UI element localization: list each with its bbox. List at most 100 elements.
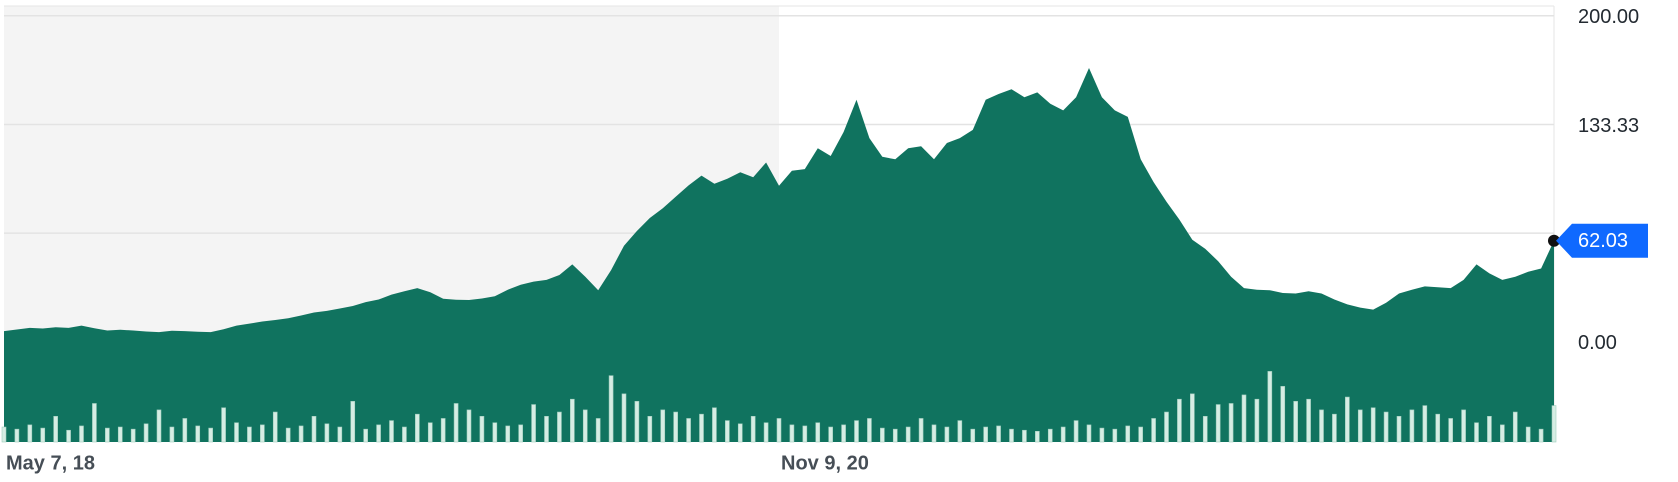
volume-bar: [1138, 426, 1143, 443]
volume-bar: [582, 409, 588, 443]
volume-bar: [169, 426, 175, 443]
volume-bar: [1474, 422, 1479, 443]
volume-bar: [156, 409, 162, 443]
volume-bar: [440, 418, 446, 443]
volume-bar: [1215, 404, 1221, 443]
volume-bar: [415, 413, 420, 443]
volume-bar: [880, 427, 885, 443]
volume-bar: [557, 411, 562, 443]
volume-bar: [1383, 411, 1389, 443]
volume-bar: [1112, 428, 1118, 443]
volume-bar: [1422, 405, 1428, 443]
volume-bar: [1073, 420, 1079, 443]
volume-bar: [285, 427, 291, 443]
volume-bar: [841, 424, 846, 443]
volume-bar: [789, 424, 795, 443]
volume-bar: [1525, 426, 1531, 443]
volume-bar: [1370, 407, 1376, 443]
volume-bar: [182, 418, 188, 443]
volume-bar: [750, 416, 756, 443]
volume-bar: [1164, 411, 1169, 443]
volume-bar: [40, 427, 46, 443]
volume-bar: [544, 416, 549, 443]
last-price-label: 62.03: [1578, 230, 1628, 252]
plot: [1, 68, 1560, 443]
volume-bar: [1512, 411, 1518, 443]
volume-bar: [1267, 371, 1273, 443]
volume-bar: [1280, 386, 1286, 443]
volume-bar: [647, 416, 653, 443]
volume-bar: [298, 425, 304, 443]
volume-bar: [1254, 398, 1260, 443]
volume-bar: [1319, 409, 1324, 443]
volume-bar: [1538, 428, 1544, 443]
volume-bar: [686, 418, 691, 443]
volume-bar: [725, 420, 730, 443]
volume-bar: [918, 418, 924, 443]
volume-bar: [1241, 394, 1247, 443]
volume-bar: [479, 416, 485, 443]
x-tick-label: Nov 9, 20: [781, 452, 869, 474]
volume-bar: [608, 375, 614, 443]
volume-bar: [1, 426, 7, 443]
volume-bar: [505, 425, 511, 443]
volume-bar: [1345, 396, 1350, 443]
volume-bar: [27, 424, 33, 443]
volume-bar: [1332, 413, 1337, 443]
volume-bar: [892, 428, 898, 443]
volume-bar: [660, 409, 666, 443]
volume-bar: [531, 404, 536, 443]
volume-bar: [699, 413, 704, 443]
volume-bar: [350, 401, 356, 443]
volume-bar: [931, 424, 937, 443]
volume-bar: [1035, 430, 1040, 443]
volume-bar: [595, 418, 601, 443]
volume-bar: [854, 420, 859, 443]
volume-bar: [208, 427, 213, 443]
last-price-dot: [1548, 234, 1560, 247]
volume-bar: [634, 401, 640, 443]
volume-bar: [776, 418, 782, 443]
volume-bar: [1086, 424, 1092, 443]
volume-bar: [1022, 429, 1027, 443]
volume-bar: [1448, 418, 1453, 443]
volume-bar: [621, 393, 627, 443]
volume-bar: [1047, 428, 1053, 443]
volume-bar: [363, 428, 368, 443]
volume-bar: [1487, 416, 1492, 443]
volume-bar: [1306, 398, 1311, 443]
volume-bar: [1060, 426, 1066, 443]
volume-bar: [828, 426, 833, 443]
volume-bar: [518, 424, 523, 443]
volume-bar: [1151, 418, 1156, 443]
volume-bar: [970, 428, 976, 443]
volume-bar: [1177, 398, 1182, 443]
volume-bar: [234, 422, 239, 443]
volume-bar: [466, 409, 472, 443]
volume-bar: [815, 422, 821, 443]
volume-bar: [389, 420, 394, 443]
volume-bar: [1357, 409, 1363, 443]
volume-bar: [1202, 416, 1208, 443]
volume-bar: [570, 398, 575, 443]
volume-bar: [1125, 425, 1131, 443]
volume-bar: [143, 423, 149, 443]
volume-bar: [712, 407, 717, 443]
volume-bar: [1500, 424, 1505, 443]
volume-bar: [195, 425, 201, 443]
volume-bar: [79, 425, 84, 443]
volume-bar: [337, 426, 343, 443]
volume-bar: [221, 407, 226, 443]
volume-bar: [996, 425, 1001, 443]
price-area: [4, 68, 1554, 442]
volume-bar: [957, 420, 963, 443]
volume-bar: [1551, 405, 1557, 443]
x-tick-label: May 7, 18: [6, 452, 95, 474]
volume-bar: [1435, 413, 1441, 443]
volume-bar: [1461, 409, 1466, 443]
volume-bar: [272, 411, 278, 443]
volume-bar: [66, 429, 71, 443]
last-price-badge: [1556, 223, 1648, 258]
